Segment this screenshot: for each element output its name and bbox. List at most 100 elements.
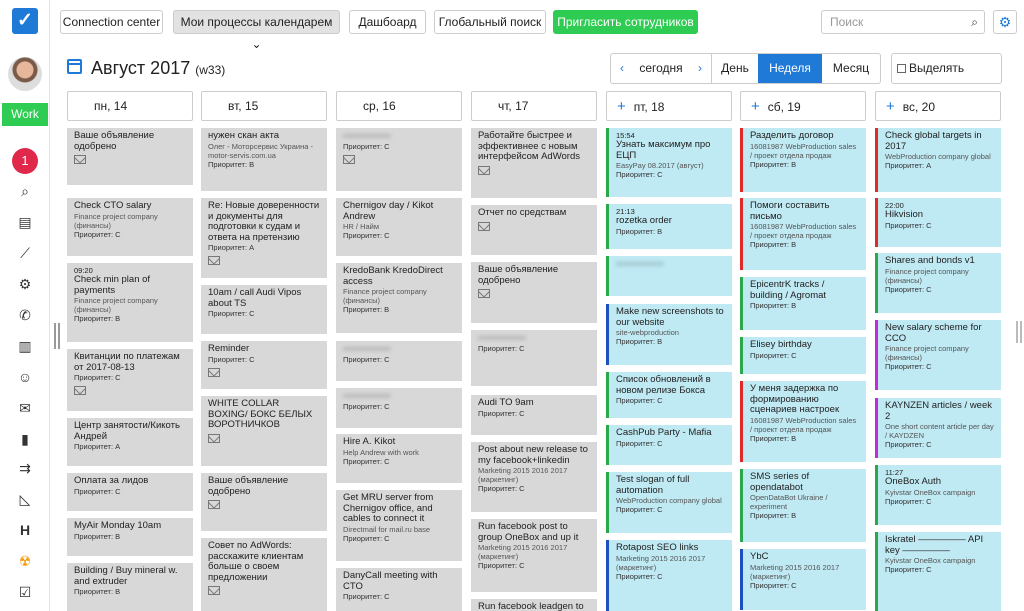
add-event-icon[interactable]: + <box>751 98 760 115</box>
event-card[interactable]: YbC Marketing 2015 2016 2017 (маркетинг) П… <box>740 549 866 610</box>
add-event-icon[interactable]: + <box>617 98 626 115</box>
event-card[interactable]: Работайте быстрее и эффективнее с новым … <box>471 128 597 198</box>
event-title: Chernigov day / Kikot Andrew <box>343 200 434 222</box>
event-card[interactable]: Список обновлений в новом релизе Бокса Пр… <box>606 372 732 418</box>
today-button[interactable]: сегодня <box>639 61 683 75</box>
event-title: MyAir Monday 10am <box>74 520 162 531</box>
month-view-button[interactable]: Месяц <box>832 61 870 75</box>
event-card[interactable]: Check CTO salary Finance project company … <box>67 198 193 256</box>
next-chevron-icon[interactable]: › <box>698 61 702 75</box>
phone-icon[interactable]: ✆ <box>19 307 31 323</box>
event-card[interactable]: ————— Приоритет: С <box>336 128 462 191</box>
event-card[interactable]: Run facebook post to group OneBox and up… <box>471 519 597 592</box>
event-card[interactable]: DanyCall meeting with CTO Приоритет: С <box>336 568 462 611</box>
event-card[interactable]: Iskratel ————— API key ————— Kyivstar One… <box>875 532 1001 611</box>
invite-staff-button[interactable]: Пригласить сотрудников <box>553 10 698 34</box>
event-card[interactable]: Check global targets in 2017 WebProductio… <box>875 128 1001 192</box>
event-card[interactable]: Квитанции по платежам от 2017-08-13 Приор… <box>67 349 193 411</box>
calendar-icon[interactable]: ▤ <box>18 214 32 230</box>
gear-icon[interactable]: ⚙ <box>993 10 1017 34</box>
app-logo-check-icon[interactable]: ✓ <box>12 8 38 34</box>
notification-badge[interactable]: 1 <box>12 148 38 174</box>
mail-icon <box>478 289 490 298</box>
event-card[interactable]: Ваше объявление одобрено <box>67 128 193 185</box>
event-title: Оплата за лидов <box>74 475 149 486</box>
event-card[interactable]: Центр занятости/Кикоть Андрей Приоритет: … <box>67 418 193 466</box>
chart-icon[interactable]: ⟋ <box>20 245 30 261</box>
event-card[interactable]: Rotapost SEO links Marketing 2015 2016 20… <box>606 540 732 611</box>
event-card[interactable]: Audi TO 9am Приоритет: С <box>471 395 597 435</box>
my-processes-dropdown[interactable]: Мои процессы календарем ⌄ <box>173 10 340 51</box>
search-icon[interactable]: ⌕ <box>21 183 29 199</box>
event-card[interactable]: ————— Приоритет: С <box>336 341 462 381</box>
event-title: 10am / call Audi Vipos about TS <box>208 287 302 309</box>
avatar[interactable] <box>8 57 42 91</box>
nuclear-icon[interactable]: ☢ <box>18 553 32 569</box>
event-card[interactable]: 21:13 rozetka order Приоритет: В <box>606 204 732 249</box>
event-card[interactable]: New salary scheme for CCO Finance project… <box>875 320 1001 390</box>
event-card[interactable]: Post about new release to my facebook+li… <box>471 442 597 512</box>
event-card[interactable]: WHITE COLLAR BOXING/ БОКС БЕЛЫХ ВОРОТНИЧ… <box>201 396 327 466</box>
event-card[interactable]: Shares and bonds v1 Finance project compa… <box>875 253 1001 313</box>
event-card[interactable]: SMS series of opendatabot OpenDataBot Ukr… <box>740 469 866 542</box>
event-card[interactable]: EpicentrK tracks / building / Agromat При… <box>740 277 866 330</box>
event-card[interactable]: ————— Приоритет: С <box>336 388 462 428</box>
event-card[interactable]: Run facebook leadgen to <box>471 599 597 611</box>
event-card[interactable]: Chernigov day / Kikot Andrew HR / Найм При… <box>336 198 462 256</box>
event-card[interactable]: ————— <box>606 256 732 296</box>
event-card[interactable]: Hire A. Kikot Help Andrew with work Приори… <box>336 434 462 483</box>
prev-chevron-icon[interactable]: ‹ <box>620 61 624 75</box>
event-card[interactable]: KAYNZEN articles / week 2 One short conte… <box>875 398 1001 458</box>
event-card[interactable]: Помоги составить письмо 16081987 WebProdu… <box>740 198 866 270</box>
header-icon[interactable]: H <box>19 522 31 538</box>
event-card[interactable]: ————— Приоритет: С <box>471 330 597 386</box>
event-card[interactable]: Reminder Приоритет: С <box>201 341 327 389</box>
event-card[interactable]: Ваше объявление одобрено <box>201 473 327 531</box>
task-icon[interactable]: ☑ <box>18 584 32 600</box>
day-view-button[interactable]: День <box>711 54 758 83</box>
right-resize-handle[interactable] <box>1016 321 1022 343</box>
checkbox-icon[interactable] <box>897 64 906 73</box>
event-card[interactable]: У меня задержка по формированию сценарие… <box>740 381 866 462</box>
event-card[interactable]: 10am / call Audi Vipos about TS Приоритет… <box>201 285 327 334</box>
highlight-tasks-checkbox[interactable]: Выделять задачи <box>891 53 1002 104</box>
event-card[interactable]: Building / Buy mineral w. and extruder Пр… <box>67 563 193 611</box>
dashboard-button[interactable]: Дашбоард <box>349 10 426 34</box>
document-icon[interactable]: ▮ <box>21 431 29 447</box>
event-card[interactable]: Get MRU server from Chernigov office, an… <box>336 490 462 561</box>
triangle-icon[interactable]: ◺ <box>19 491 31 507</box>
flow-icon[interactable]: ⇉ <box>19 460 31 476</box>
mail-icon[interactable]: ✉ <box>19 400 31 416</box>
event-card[interactable]: Совет по AdWords: расскажите клиентам бо… <box>201 538 327 611</box>
event-card[interactable]: MyAir Monday 10am Приоритет: В <box>67 518 193 556</box>
event-card[interactable]: 09:20 Check min plan of payments Finance p… <box>67 263 193 342</box>
event-card[interactable]: нужен скан акта Олег - Моторсервис Украин… <box>201 128 327 191</box>
event-card[interactable]: 15:54 Узнать максимум про ЕЦП EasyPay 08.2… <box>606 128 732 197</box>
search-icon[interactable]: ⌕ <box>971 15 978 29</box>
event-card[interactable]: Test slogan of full automation WebProduct… <box>606 472 732 533</box>
event-card[interactable]: 22:00 Hikvision Приоритет: С <box>875 198 1001 247</box>
event-card[interactable]: Отчет по средствам <box>471 205 597 255</box>
mail-icon <box>343 154 355 164</box>
settings-icon[interactable]: ⚙ <box>18 276 32 292</box>
work-button[interactable]: Work <box>2 103 48 126</box>
connection-center-button[interactable]: Connection center <box>60 10 163 34</box>
barcode-icon[interactable]: ▥ <box>18 338 32 354</box>
event-priority: Приоритет: С <box>750 580 797 590</box>
event-priority: Приоритет: С <box>885 565 932 574</box>
event-card[interactable]: CashPub Party - Mafia Приоритет: С <box>606 425 732 465</box>
search-input[interactable]: Поиск ⌕ <box>821 10 985 34</box>
global-search-button[interactable]: Глобальный поиск <box>434 10 546 34</box>
event-card[interactable]: Make new screenshots to our website site-… <box>606 304 732 365</box>
event-card[interactable]: Ваше объявление одобрено <box>471 262 597 323</box>
event-card[interactable]: Re: Новые доверенности и документы для п… <box>201 198 327 278</box>
sidebar-resize-handle[interactable] <box>54 323 60 349</box>
event-card[interactable]: Elisey birthday Приоритет: С <box>740 337 866 374</box>
week-view-button[interactable]: Неделя <box>758 54 822 83</box>
add-event-icon[interactable]: + <box>886 98 895 115</box>
event-card[interactable]: Оплата за лидов Приоритет: С <box>67 473 193 511</box>
users-icon[interactable]: ☺ <box>17 369 33 385</box>
event-card[interactable]: 11:27 OneBox Auth Kyivstar OneBox campaign… <box>875 465 1001 525</box>
event-card[interactable]: KredoBank KredoDirect access Finance proj… <box>336 263 462 333</box>
event-card[interactable]: Разделить договор 16081987 WebProduction … <box>740 128 866 192</box>
